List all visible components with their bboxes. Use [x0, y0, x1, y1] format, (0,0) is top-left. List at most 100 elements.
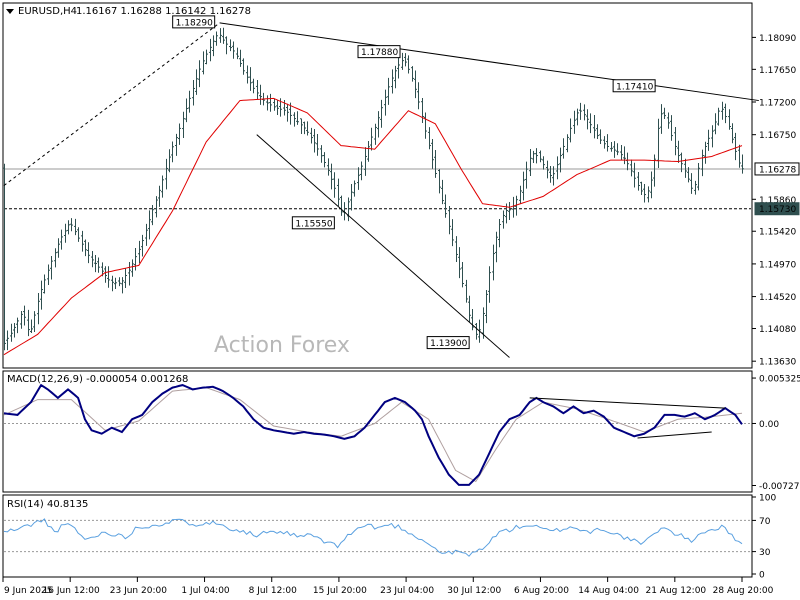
candle [145, 223, 148, 246]
candle [633, 162, 636, 188]
candle [101, 262, 104, 277]
candle [370, 127, 373, 151]
candle [448, 205, 451, 235]
price-tick-label: 1.17650 [759, 66, 796, 76]
candle [33, 311, 36, 332]
candle [337, 178, 340, 207]
price-tick-label: 1.13630 [759, 358, 796, 368]
time-tick-label: 21 Aug 12:00 [645, 586, 706, 596]
candle [293, 112, 296, 127]
candle [674, 127, 677, 156]
candle [252, 78, 255, 94]
candle [428, 127, 431, 150]
candle [47, 264, 50, 285]
candle [259, 84, 262, 105]
candle [289, 102, 292, 125]
candle [236, 47, 239, 60]
candle [158, 185, 161, 207]
candle [134, 248, 137, 271]
candle [417, 82, 420, 110]
price-annotation: 1.17880 [357, 45, 401, 59]
candle [455, 236, 458, 263]
candle [640, 181, 643, 196]
watermark: Action Forex [214, 333, 350, 358]
candle [67, 220, 70, 235]
candle [451, 219, 454, 247]
candle [60, 229, 63, 250]
candle [357, 167, 360, 190]
dropdown-triangle-icon[interactable] [6, 9, 14, 14]
macd-line [3, 383, 743, 486]
candle [182, 111, 185, 139]
candle [374, 123, 377, 145]
candle [313, 129, 316, 153]
symbol-label: EURUSD,H4 [18, 6, 77, 17]
price-tick-label: 1.14520 [759, 293, 796, 303]
candle [576, 108, 579, 126]
candle [566, 134, 569, 153]
annotation-box [357, 45, 401, 59]
annotation-label: 1.18290 [176, 18, 213, 28]
time-tick-label: 16 Jun 12:00 [43, 586, 100, 596]
candle [404, 53, 407, 67]
candle [77, 227, 80, 242]
annotation-label: 1.13900 [430, 339, 467, 349]
candle [549, 166, 552, 183]
price-marker-box [754, 202, 800, 216]
moving-average-line [3, 97, 743, 356]
candle [16, 317, 19, 334]
candle [306, 121, 309, 136]
candle [687, 167, 690, 183]
candle [303, 121, 306, 135]
candle [498, 218, 501, 248]
candle [232, 41, 235, 59]
candle [731, 123, 734, 144]
candle [27, 309, 30, 337]
candle [30, 319, 33, 334]
time-tick-label: 8 Jul 12:00 [249, 586, 298, 596]
annotation-box [172, 15, 216, 29]
candle [515, 195, 518, 216]
price-marker-label: 1.16278 [759, 165, 796, 175]
macd-title: MACD(12,26,9) -0.000054 0.001268 [7, 374, 188, 385]
candle [353, 180, 356, 197]
candle [168, 149, 171, 173]
candle [107, 266, 110, 288]
candle [690, 173, 693, 194]
macd-pane-frame [2, 370, 753, 493]
candle [579, 102, 582, 120]
candle [694, 180, 697, 195]
candle [286, 103, 289, 122]
candle [438, 169, 441, 194]
annotation-label: 1.15550 [295, 219, 332, 229]
price-marker-label: 1.15730 [759, 205, 796, 215]
candle [542, 156, 545, 170]
candle [269, 93, 272, 112]
candle [488, 266, 491, 303]
candle [10, 323, 13, 342]
candle [155, 196, 158, 218]
candle [522, 171, 525, 201]
candle [603, 136, 606, 149]
candle [434, 149, 437, 178]
trend-line [256, 134, 510, 358]
candle [424, 112, 427, 139]
candle [738, 144, 741, 168]
candle [151, 205, 154, 226]
time-tick-label: 28 Aug 20:00 [713, 586, 774, 596]
candle [384, 89, 387, 116]
candle [387, 77, 390, 105]
candle [377, 111, 380, 138]
candle [741, 154, 744, 174]
candle [148, 210, 151, 240]
candle [242, 58, 245, 75]
candle [620, 144, 623, 161]
candle [20, 310, 23, 329]
candle [316, 134, 319, 156]
candle [64, 223, 67, 243]
candle [266, 95, 269, 111]
macd-layer [3, 383, 751, 486]
annotation-box [291, 216, 335, 230]
candle [596, 124, 599, 140]
